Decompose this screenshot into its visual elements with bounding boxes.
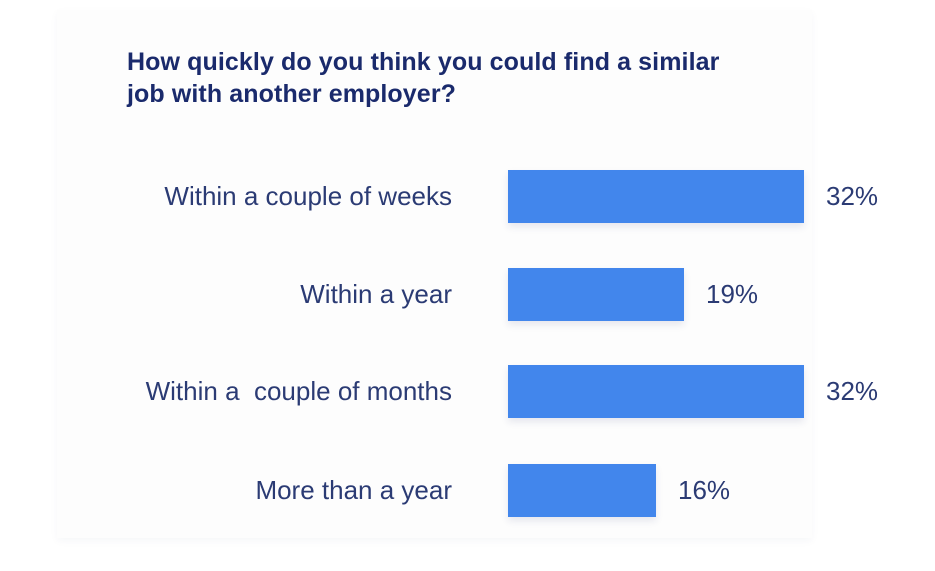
bar [508, 464, 656, 517]
chart-title: How quickly do you think you could find … [127, 46, 827, 110]
bar-row: Within a year 19% [0, 268, 935, 321]
value-label: 19% [706, 279, 759, 309]
value-label: 16% [678, 475, 731, 505]
bar-row: Within a couple of months 32% [0, 365, 935, 418]
category-label: Within a couple of months [145, 376, 452, 406]
chart-title-line-1: How quickly do you think you could find … [127, 48, 720, 76]
chart-card [57, 10, 812, 538]
bar [508, 365, 804, 418]
bar-row: Within a couple of weeks 32% [0, 170, 935, 223]
value-label: 32% [826, 181, 879, 211]
chart-title-line-2: job with another employer? [127, 80, 457, 108]
category-label: More than a year [255, 475, 452, 505]
value-label: 32% [826, 376, 879, 406]
category-label: Within a year [300, 279, 452, 309]
category-label: Within a couple of weeks [164, 181, 452, 211]
bar [508, 268, 684, 321]
bar-row: More than a year 16% [0, 464, 935, 517]
bar [508, 170, 804, 223]
